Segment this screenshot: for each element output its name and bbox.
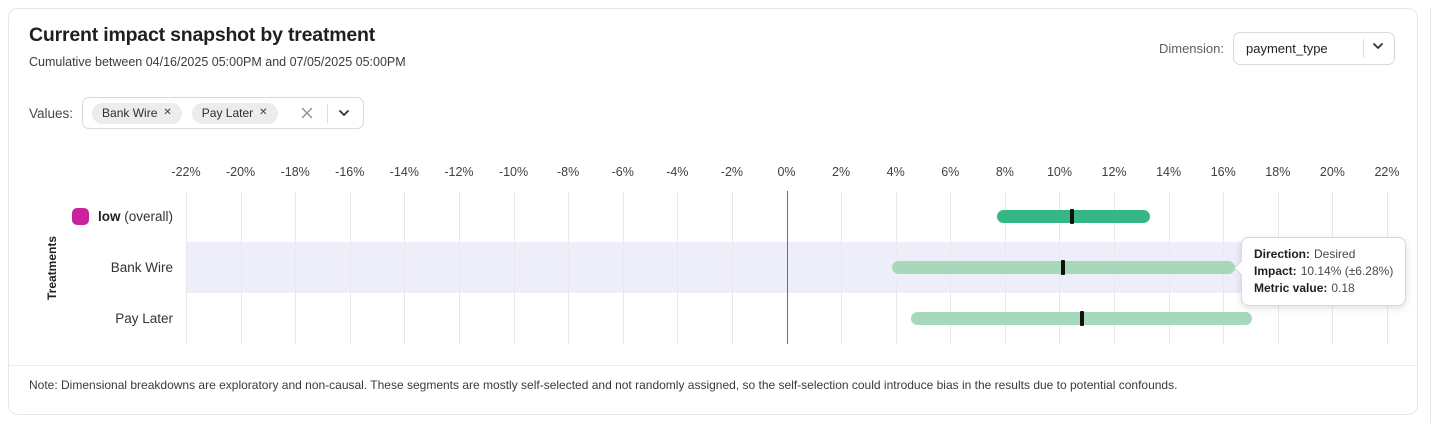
x-tick-label: 4%: [886, 165, 905, 179]
value-chip-pay-later[interactable]: Pay Later ✕: [191, 102, 278, 124]
values-label: Values:: [29, 105, 74, 121]
gridline: [677, 191, 679, 344]
chip-remove-icon[interactable]: ✕: [259, 107, 268, 118]
x-tick-label: -4%: [666, 165, 689, 179]
clear-all-icon[interactable]: [288, 106, 321, 120]
row-label-low-overall: low (overall): [9, 191, 173, 242]
page-title: Current impact snapshot by treatment: [29, 24, 376, 46]
impact-marker-bank-wire: [1061, 260, 1066, 275]
x-tick-label: 0%: [777, 165, 796, 179]
plot-area: [186, 191, 1388, 344]
x-tick-label: 8%: [995, 165, 1014, 179]
date-range-subtitle: Cumulative between 04/16/2025 05:00PM an…: [29, 55, 406, 69]
gridline: [841, 191, 843, 344]
gridline: [404, 191, 406, 344]
x-tick-label: -10%: [498, 165, 529, 179]
row-label-bank-wire: Bank Wire: [9, 242, 173, 293]
x-tick-label: 12%: [1101, 165, 1127, 179]
values-multiselect[interactable]: Bank Wire ✕ Pay Later ✕: [82, 97, 364, 129]
row-label-pay-later: Pay Later: [9, 293, 173, 344]
chip-label: Pay Later: [201, 106, 254, 120]
chip-label: Bank Wire: [102, 106, 158, 120]
gridline: [240, 191, 242, 344]
values-filter: Values: Bank Wire ✕ Pay Later ✕: [29, 97, 364, 129]
x-tick-label: -6%: [611, 165, 634, 179]
values-divider: [326, 103, 328, 123]
x-axis: -22% -20% -18% -16% -14% -12% -10% -8% -6% -4% -2%…: [171, 165, 1399, 181]
gridline: [513, 191, 515, 344]
dimension-selected-value: payment_type: [1246, 41, 1328, 56]
x-tick-label: 14%: [1156, 165, 1182, 179]
tooltip: Direction: Desired Impact: 10.14% (±6.28%)…: [1233, 237, 1407, 306]
x-tick-label: -22%: [171, 165, 201, 179]
gridline: [295, 191, 297, 344]
impact-snapshot-card: Current impact snapshot by treatment Cum…: [8, 8, 1418, 415]
x-tick-label: 6%: [941, 165, 960, 179]
impact-marker-low-overall: [1069, 209, 1074, 224]
select-divider: [1363, 39, 1364, 58]
adjacent-card-edge: [1430, 8, 1434, 423]
gridline: [349, 191, 351, 344]
gridline: [458, 191, 460, 344]
dimension-select[interactable]: payment_type: [1233, 32, 1395, 65]
gridline: [568, 191, 570, 344]
tooltip-direction-line: Direction: Desired: [1254, 247, 1356, 261]
row-label-text: Pay Later: [115, 311, 173, 326]
row-label-suffix: (overall): [120, 209, 173, 224]
x-tick-label: 10%: [1046, 165, 1072, 179]
x-tick-label: -18%: [280, 165, 310, 179]
gridline: [186, 191, 187, 344]
x-tick-label: 18%: [1265, 165, 1291, 179]
row-labels-column: low (overall) Bank Wire Pay Later: [9, 191, 173, 344]
footer-note: Note: Dimensional breakdowns are explora…: [29, 378, 1178, 392]
tooltip-metric-line: Metric value: 0.18: [1254, 281, 1355, 295]
x-tick-label: -20%: [225, 165, 256, 179]
impact-marker-pay-later: [1079, 311, 1084, 326]
x-tick-label: -16%: [335, 165, 365, 179]
x-tick-label: 20%: [1319, 165, 1345, 179]
gridline: [731, 191, 733, 344]
x-tick-label: 22%: [1374, 165, 1400, 179]
footer-divider: [9, 365, 1417, 366]
x-tick-label: -8%: [557, 165, 580, 179]
row-label-text: Bank Wire: [110, 260, 173, 275]
tooltip-impact-line: Impact: 10.14% (±6.28%): [1254, 264, 1394, 278]
chevron-down-icon: [1370, 38, 1386, 59]
x-tick-label: 2%: [832, 165, 851, 179]
x-tick-label: 16%: [1210, 165, 1236, 179]
dimension-control: Dimension: payment_type: [1159, 32, 1395, 65]
value-chip-bank-wire[interactable]: Bank Wire ✕: [92, 102, 182, 124]
x-tick-label: -12%: [444, 165, 474, 179]
x-tick-label: -14%: [389, 165, 419, 179]
chip-remove-icon[interactable]: ✕: [163, 107, 172, 118]
row-label-text: low: [97, 209, 121, 224]
x-tick-label: -2%: [720, 165, 744, 179]
values-dropdown-toggle[interactable]: [334, 105, 354, 121]
zero-gridline: [786, 191, 788, 344]
gridline: [622, 191, 624, 344]
legend-swatch-low-overall: [71, 208, 89, 225]
dimension-label: Dimension:: [1158, 41, 1224, 56]
